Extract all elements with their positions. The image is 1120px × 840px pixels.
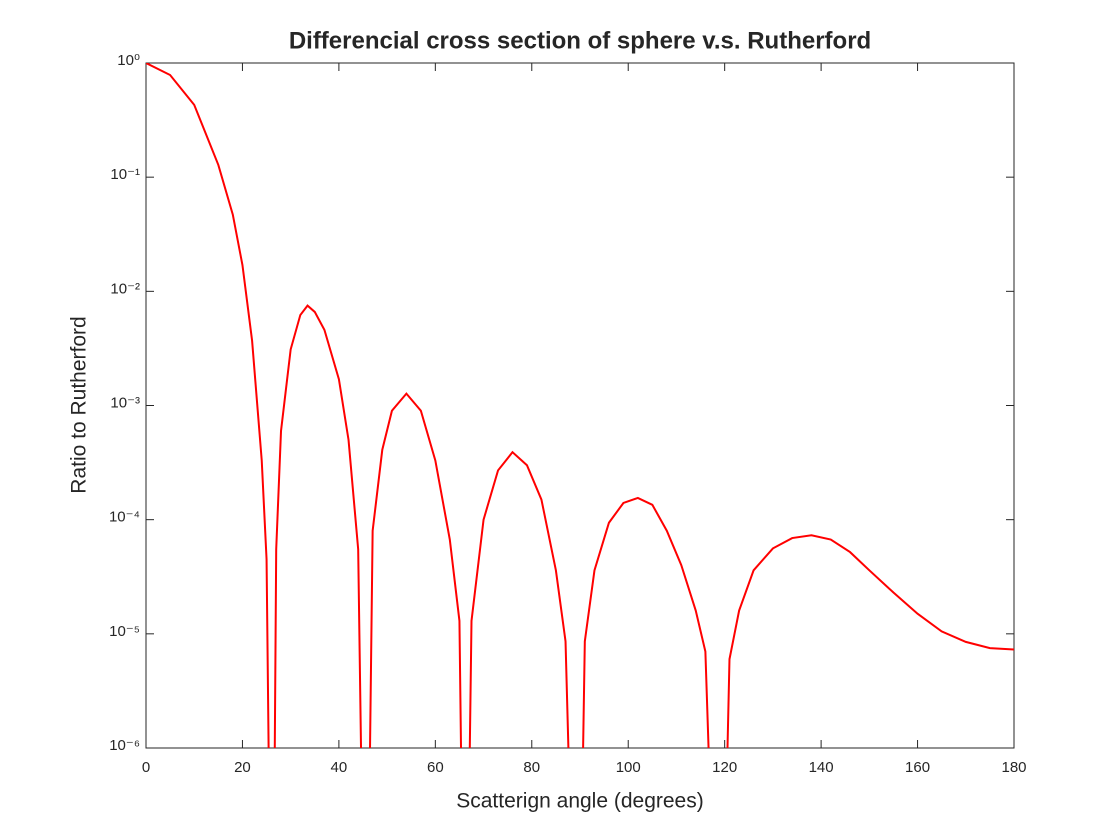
x-tick-label: 0 xyxy=(142,759,150,776)
y-tick-label: 10⁻³ xyxy=(110,394,140,411)
y-tick-label: 10⁻² xyxy=(110,280,140,297)
x-axis-label: Scatterign angle (degrees) xyxy=(456,790,703,813)
x-tick-label: 60 xyxy=(427,759,444,776)
chart-title: Differencial cross section of sphere v.s… xyxy=(289,27,871,54)
y-tick-label: 10⁻⁴ xyxy=(109,509,140,526)
x-tick-label: 40 xyxy=(331,759,348,776)
x-tick-label: 120 xyxy=(712,759,737,776)
x-tick-label: 180 xyxy=(1001,759,1026,776)
y-tick-label: 10⁰ xyxy=(117,52,140,69)
y-axis-label: Ratio to Rutherford xyxy=(68,316,91,493)
y-tick-label: 10⁻⁵ xyxy=(109,623,140,640)
y-tick-label: 10⁻¹ xyxy=(110,166,140,183)
x-tick-label: 20 xyxy=(234,759,251,776)
y-tick-label: 10⁻⁶ xyxy=(109,737,140,754)
x-tick-label: 80 xyxy=(523,759,540,776)
data-line xyxy=(146,63,1014,748)
x-tick-label: 140 xyxy=(809,759,834,776)
x-tick-label: 160 xyxy=(905,759,930,776)
x-tick-label: 100 xyxy=(616,759,641,776)
